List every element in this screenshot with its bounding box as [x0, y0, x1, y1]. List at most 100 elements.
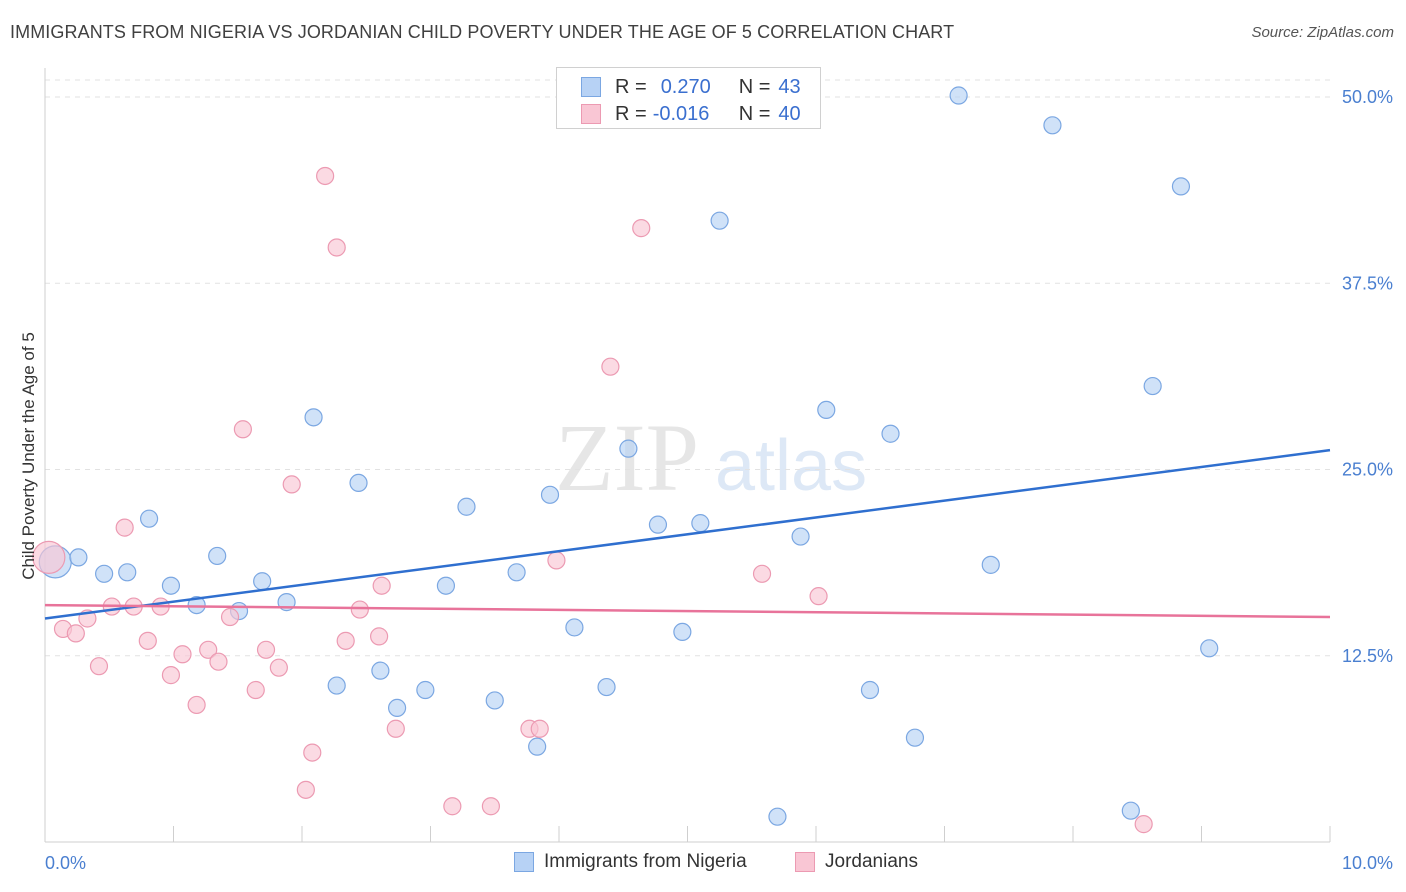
nigeria-point [69, 548, 88, 567]
legend-swatch-jordanians [581, 104, 601, 124]
legend-swatch-nigeria [581, 77, 601, 97]
nigeria-point [416, 680, 435, 700]
nigeria-point [387, 698, 407, 718]
legend-n-label: N = [738, 75, 771, 98]
jordanian-point [809, 587, 828, 606]
watermark: ZIP atlas [555, 404, 867, 511]
x-tick-label-min: 0.0% [45, 853, 86, 873]
nigeria-point [691, 514, 710, 533]
nigeria-point [371, 661, 390, 680]
bottom-legend-label-jordanians: Jordanians [825, 851, 918, 872]
series-nigeria [38, 86, 1219, 826]
nigeria-point [949, 86, 968, 105]
nigeria-point [187, 595, 206, 615]
nigeria-point [710, 211, 729, 230]
jordanian-point [547, 551, 566, 570]
nigeria-point [905, 728, 925, 747]
bottom-legend-swatch-jordanians [795, 852, 815, 872]
y-tick-label: 50.0% [1342, 87, 1393, 107]
nigeria-point [1200, 639, 1219, 658]
jordanian-point [372, 576, 391, 595]
jordanian-point [220, 607, 240, 627]
y-axis-label: Child Poverty Under the Age of 5 [19, 332, 38, 580]
series-jordanians [32, 166, 1153, 834]
jordanian-point [350, 600, 369, 619]
nigeria-point [253, 572, 272, 591]
y-tick-label: 25.0% [1342, 460, 1393, 480]
jordanian-point [530, 719, 549, 738]
y-tick-label: 37.5% [1342, 273, 1393, 293]
legend-r-value: 0.270 [660, 75, 711, 98]
watermark-atlas: atlas [715, 426, 867, 506]
jordanian-point [1134, 815, 1153, 834]
legend-n-value: 43 [778, 75, 801, 98]
nigeria-trend-line [44, 448, 1331, 620]
jordanian-point [66, 624, 85, 643]
nigeria-point [619, 439, 638, 458]
jordanian-point [32, 540, 66, 575]
jordanian-point [327, 238, 346, 257]
jordanian-point [386, 719, 405, 738]
nigeria-point [327, 676, 346, 695]
bottom-legend-jordanians: Jordanians [795, 851, 918, 873]
jordanian-point [161, 666, 181, 685]
nigeria-point [1143, 376, 1162, 396]
source-label: Source: ZipAtlas.com [1251, 24, 1394, 41]
nigeria-point [540, 485, 560, 504]
jordanian-point [632, 219, 651, 238]
legend-row-nigeria: R = 0.270 N = 43 [581, 75, 801, 99]
jordanian-point [296, 780, 315, 799]
jordanian-point [199, 640, 218, 659]
legend-r-value: -0.016 [652, 102, 710, 125]
data-points [32, 86, 1219, 834]
jordanian-point [752, 564, 772, 583]
nigeria-point [860, 680, 880, 700]
nigeria-point [673, 622, 692, 642]
nigeria-point [118, 563, 137, 582]
nigeria-point [208, 546, 227, 566]
nigeria-point [528, 737, 547, 756]
jordanian-point [246, 680, 265, 700]
nigeria-point [817, 400, 836, 419]
jordanian-trend-line [44, 603, 1331, 619]
jordanian-point [443, 797, 462, 816]
jordanian-point [269, 658, 288, 677]
bottom-legend-label-nigeria: Immigrants from Nigeria [544, 851, 747, 872]
nigeria-point [139, 509, 159, 528]
jordanian-point [209, 652, 228, 671]
nigeria-point [1171, 177, 1191, 196]
trend-lines [44, 448, 1331, 620]
jordanian-point [256, 640, 276, 659]
nigeria-point [1121, 801, 1140, 820]
nigeria-point [1043, 116, 1062, 135]
axes [44, 68, 1331, 843]
y-tick-label: 12.5% [1342, 646, 1393, 666]
jordanian-point [336, 631, 355, 650]
legend-r-label: R = [615, 102, 647, 125]
nigeria-point [485, 691, 504, 710]
nigeria-point [304, 408, 323, 427]
nigeria-point [507, 563, 526, 582]
jordanian-point [282, 475, 301, 494]
nigeria-point [565, 618, 584, 637]
x-tick-label-max: 10.0% [1342, 853, 1393, 873]
nigeria-point [768, 807, 787, 826]
stats-legend: R = 0.270 N = 43 R = -0.016 N = 40 [556, 67, 821, 129]
jordanian-point [601, 357, 620, 376]
jordanian-point [316, 166, 335, 186]
bottom-legend-swatch-nigeria [514, 852, 534, 872]
nigeria-point [881, 424, 900, 443]
jordanian-point [370, 627, 389, 646]
tick-labels: 12.5% 25.0% 37.5% 50.0% 0.0% 10.0% [45, 87, 1393, 873]
legend-r-label: R = [615, 75, 647, 98]
nigeria-point [436, 576, 456, 595]
nigeria-point [349, 473, 368, 493]
nigeria-point [648, 515, 668, 534]
nigeria-point [457, 497, 476, 516]
nigeria-point [597, 677, 616, 697]
nigeria-point [981, 555, 1000, 574]
jordanian-point [303, 743, 322, 762]
chart-title: IMMIGRANTS FROM NIGERIA VS JORDANIAN CHI… [10, 22, 955, 42]
jordanian-point [138, 631, 157, 650]
